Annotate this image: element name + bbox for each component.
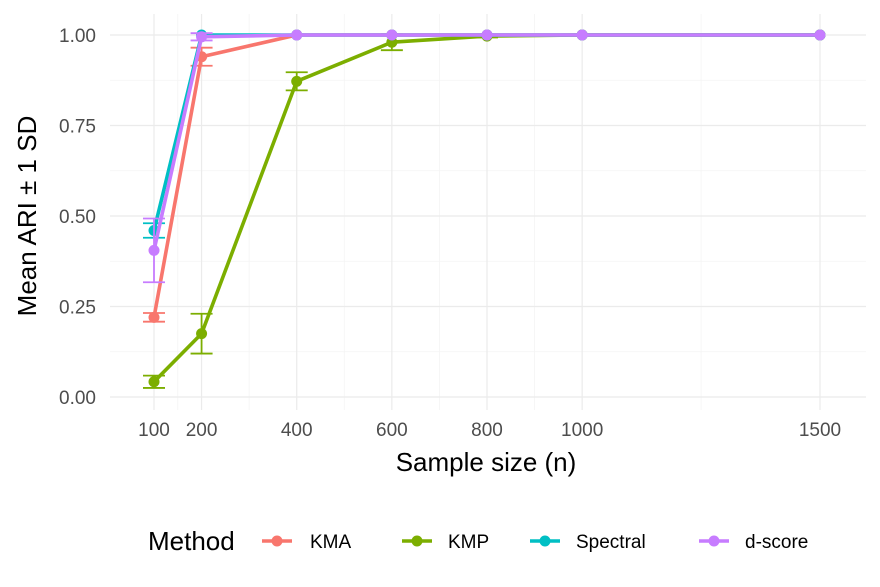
x-tick-label: 400 (281, 420, 313, 441)
x-tick-label: 1500 (799, 420, 841, 441)
y-tick-label: 0.75 (59, 117, 96, 138)
series-kma (143, 29, 826, 323)
series-spectral (143, 29, 826, 239)
legend-key-point (271, 535, 283, 547)
series-d-score (143, 29, 826, 284)
data-point (148, 311, 160, 323)
data-point (148, 376, 160, 388)
x-tick-label: 200 (186, 420, 218, 441)
x-axis-title: Sample size (n) (396, 447, 577, 477)
x-axis-ticks: 100 200 400 600 800 1000 1500 (138, 420, 841, 441)
legend-label: KMP (448, 532, 489, 553)
data-point (386, 29, 398, 41)
legend-label: KMA (310, 532, 352, 553)
legend-key-point (539, 535, 551, 547)
x-tick-label: 800 (471, 420, 503, 441)
legend-item-kmp: KMP (402, 532, 489, 553)
legend-item-kma: KMA (262, 532, 352, 553)
data-point (196, 328, 208, 340)
data-point (481, 29, 493, 41)
y-tick-label: 0.50 (59, 207, 96, 228)
x-tick-label: 1000 (561, 420, 603, 441)
series-layer (143, 29, 826, 389)
legend-item-d-score: d-score (699, 532, 808, 553)
y-tick-label: 0.25 (59, 298, 96, 319)
legend-key-point (708, 535, 720, 547)
data-point (576, 29, 588, 41)
y-axis-title: Mean ARI ± 1 SD (12, 116, 42, 317)
data-point (291, 29, 303, 41)
x-tick-label: 100 (138, 420, 170, 441)
legend-label: Spectral (576, 532, 646, 553)
data-point (148, 244, 160, 256)
grid (110, 14, 866, 410)
legend-title: Method (148, 526, 235, 556)
legend: Method KMA KMP Spectral d-score (148, 526, 808, 556)
data-point (814, 29, 826, 41)
data-point (291, 75, 303, 87)
data-point (196, 31, 208, 43)
y-tick-label: 0.00 (59, 388, 96, 409)
legend-item-spectral: Spectral (530, 532, 646, 553)
y-tick-label: 1.00 (59, 26, 96, 47)
legend-label: d-score (745, 532, 808, 553)
x-tick-label: 600 (376, 420, 408, 441)
y-axis-ticks: 0.00 0.25 0.50 0.75 1.00 (59, 26, 96, 409)
series-kmp (143, 29, 826, 389)
legend-key-point (411, 535, 423, 547)
